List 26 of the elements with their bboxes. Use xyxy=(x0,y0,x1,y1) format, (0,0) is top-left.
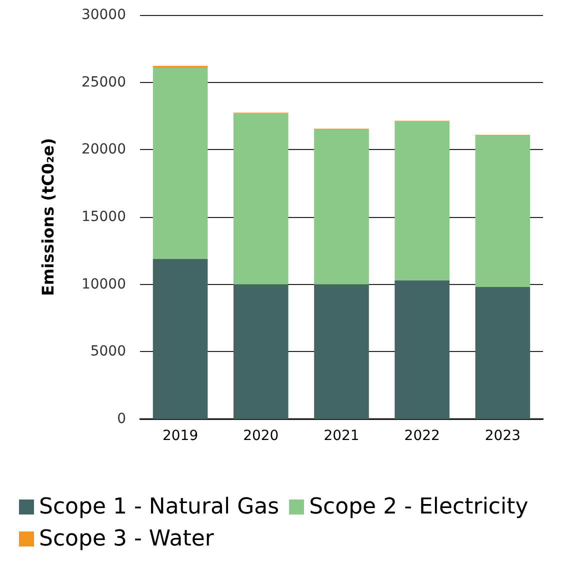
x-tick-label: 2019 xyxy=(162,428,198,444)
bar xyxy=(475,287,530,419)
y-tick-label: 30000 xyxy=(81,7,126,23)
legend-label: Scope 3 - Water xyxy=(39,526,215,552)
bar xyxy=(233,284,288,419)
bar xyxy=(314,284,369,419)
y-tick-label: 15000 xyxy=(81,209,126,225)
bar xyxy=(394,280,450,419)
bar xyxy=(314,129,369,284)
x-tick-label: 2023 xyxy=(484,428,521,444)
y-axis-title: Emissions (tC0₂e) xyxy=(38,138,58,296)
x-tick-label: 2021 xyxy=(324,428,360,444)
y-tick-label: 10000 xyxy=(81,276,126,292)
bar xyxy=(394,121,450,280)
legend-label: Scope 1 - Natural Gas xyxy=(39,494,280,520)
y-tick-label: 20000 xyxy=(81,142,126,158)
bar xyxy=(152,68,208,259)
bar xyxy=(152,258,208,419)
x-tick-label: 2022 xyxy=(404,428,440,444)
x-tick-label: 2020 xyxy=(243,428,279,444)
y-tick-label: 0 xyxy=(117,411,126,427)
legend-label: Scope 2 - Electricity xyxy=(309,494,528,520)
y-tick-label: 5000 xyxy=(90,344,126,360)
bar xyxy=(233,113,288,284)
bar xyxy=(475,136,530,288)
y-tick-label: 25000 xyxy=(81,74,126,90)
